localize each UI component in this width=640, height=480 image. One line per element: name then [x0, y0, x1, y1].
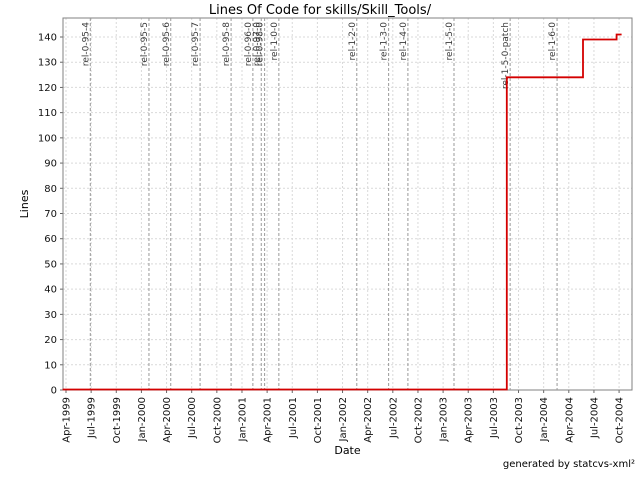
release-label: rel-0-95-7 [191, 22, 201, 66]
generator-credit: generated by statcvs-xml² [502, 459, 635, 470]
x-tick-label: Jan-2001 [237, 397, 248, 442]
release-label: rel-1-2-0 [348, 22, 358, 61]
y-tick-label: 0 [51, 386, 57, 397]
x-tick-label: Apr-1999 [62, 397, 73, 443]
x-axis-title: Date [334, 444, 361, 457]
y-tick-label: 60 [44, 234, 57, 245]
x-tick-label: Oct-2001 [313, 397, 324, 443]
x-tick-label: Jul-2001 [288, 397, 299, 439]
x-tick-label: Jan-2003 [439, 397, 450, 442]
chart-title: Lines Of Code for skills/Skill_Tools/ [208, 3, 432, 18]
release-label: rel-1-5-0-patch [501, 22, 511, 89]
x-tick-label: Apr-2002 [363, 397, 374, 443]
x-tick-label: Apr-2004 [564, 397, 575, 443]
loc-step-line [62, 33, 622, 391]
x-tick-label: Oct-1999 [112, 397, 123, 443]
y-tick-label: 20 [44, 335, 57, 346]
y-tick-label: 50 [44, 259, 57, 270]
y-tick-label: 10 [44, 360, 57, 371]
release-label: rel-1-5-0 [445, 22, 455, 61]
y-tick-label: 40 [44, 285, 57, 296]
release-label: rel-0-95-4 [81, 22, 91, 66]
x-tick-label: Oct-2004 [615, 397, 626, 443]
release-label: rel-0-96-0 [244, 22, 254, 66]
y-tick-label: 140 [38, 33, 57, 44]
release-label: rel-0-98-0 [256, 22, 266, 66]
release-label: rel-0-95-5 [140, 22, 150, 66]
y-tick-label: 130 [38, 58, 57, 69]
x-tick-label: Jul-2004 [589, 397, 600, 439]
release-label: rel-1-3-0 [380, 22, 390, 61]
x-tick-label: Jan-2004 [539, 397, 550, 442]
release-label: rel-0-95-6 [162, 22, 172, 66]
x-tick-label: Jul-1999 [87, 397, 98, 439]
plot-frame [62, 17, 633, 391]
x-tick-label: Jul-2002 [388, 397, 399, 439]
release-label: rel-0-95-8 [222, 22, 232, 66]
x-tick-label: Oct-2002 [413, 397, 424, 443]
x-tick-label: Jul-2003 [489, 397, 500, 439]
y-tick-label: 80 [44, 184, 57, 195]
x-tick-label: Apr-2001 [263, 397, 274, 443]
x-tick-label: Oct-2000 [212, 397, 223, 443]
y-tick-label: 90 [44, 159, 57, 170]
x-tick-label: Jul-2000 [187, 397, 198, 439]
x-tick-label: Oct-2003 [514, 397, 525, 443]
release-label: rel-0-97-0 [252, 22, 262, 66]
x-tick-label: Jan-2000 [137, 397, 148, 442]
y-tick-label: 70 [44, 209, 57, 220]
y-tick-label: 120 [38, 83, 57, 94]
x-tick-label: Apr-2003 [464, 397, 475, 443]
y-tick-label: 110 [38, 108, 57, 119]
y-tick-label: 100 [38, 133, 57, 144]
x-tick-label: Apr-2000 [162, 397, 173, 443]
y-tick-label: 30 [44, 310, 57, 321]
release-label: rel-1-4-0 [399, 22, 409, 61]
release-label: rel-1-0-0 [270, 22, 280, 61]
x-tick-label: Jan-2002 [338, 397, 349, 442]
release-label: rel-1-6-0 [548, 22, 558, 61]
